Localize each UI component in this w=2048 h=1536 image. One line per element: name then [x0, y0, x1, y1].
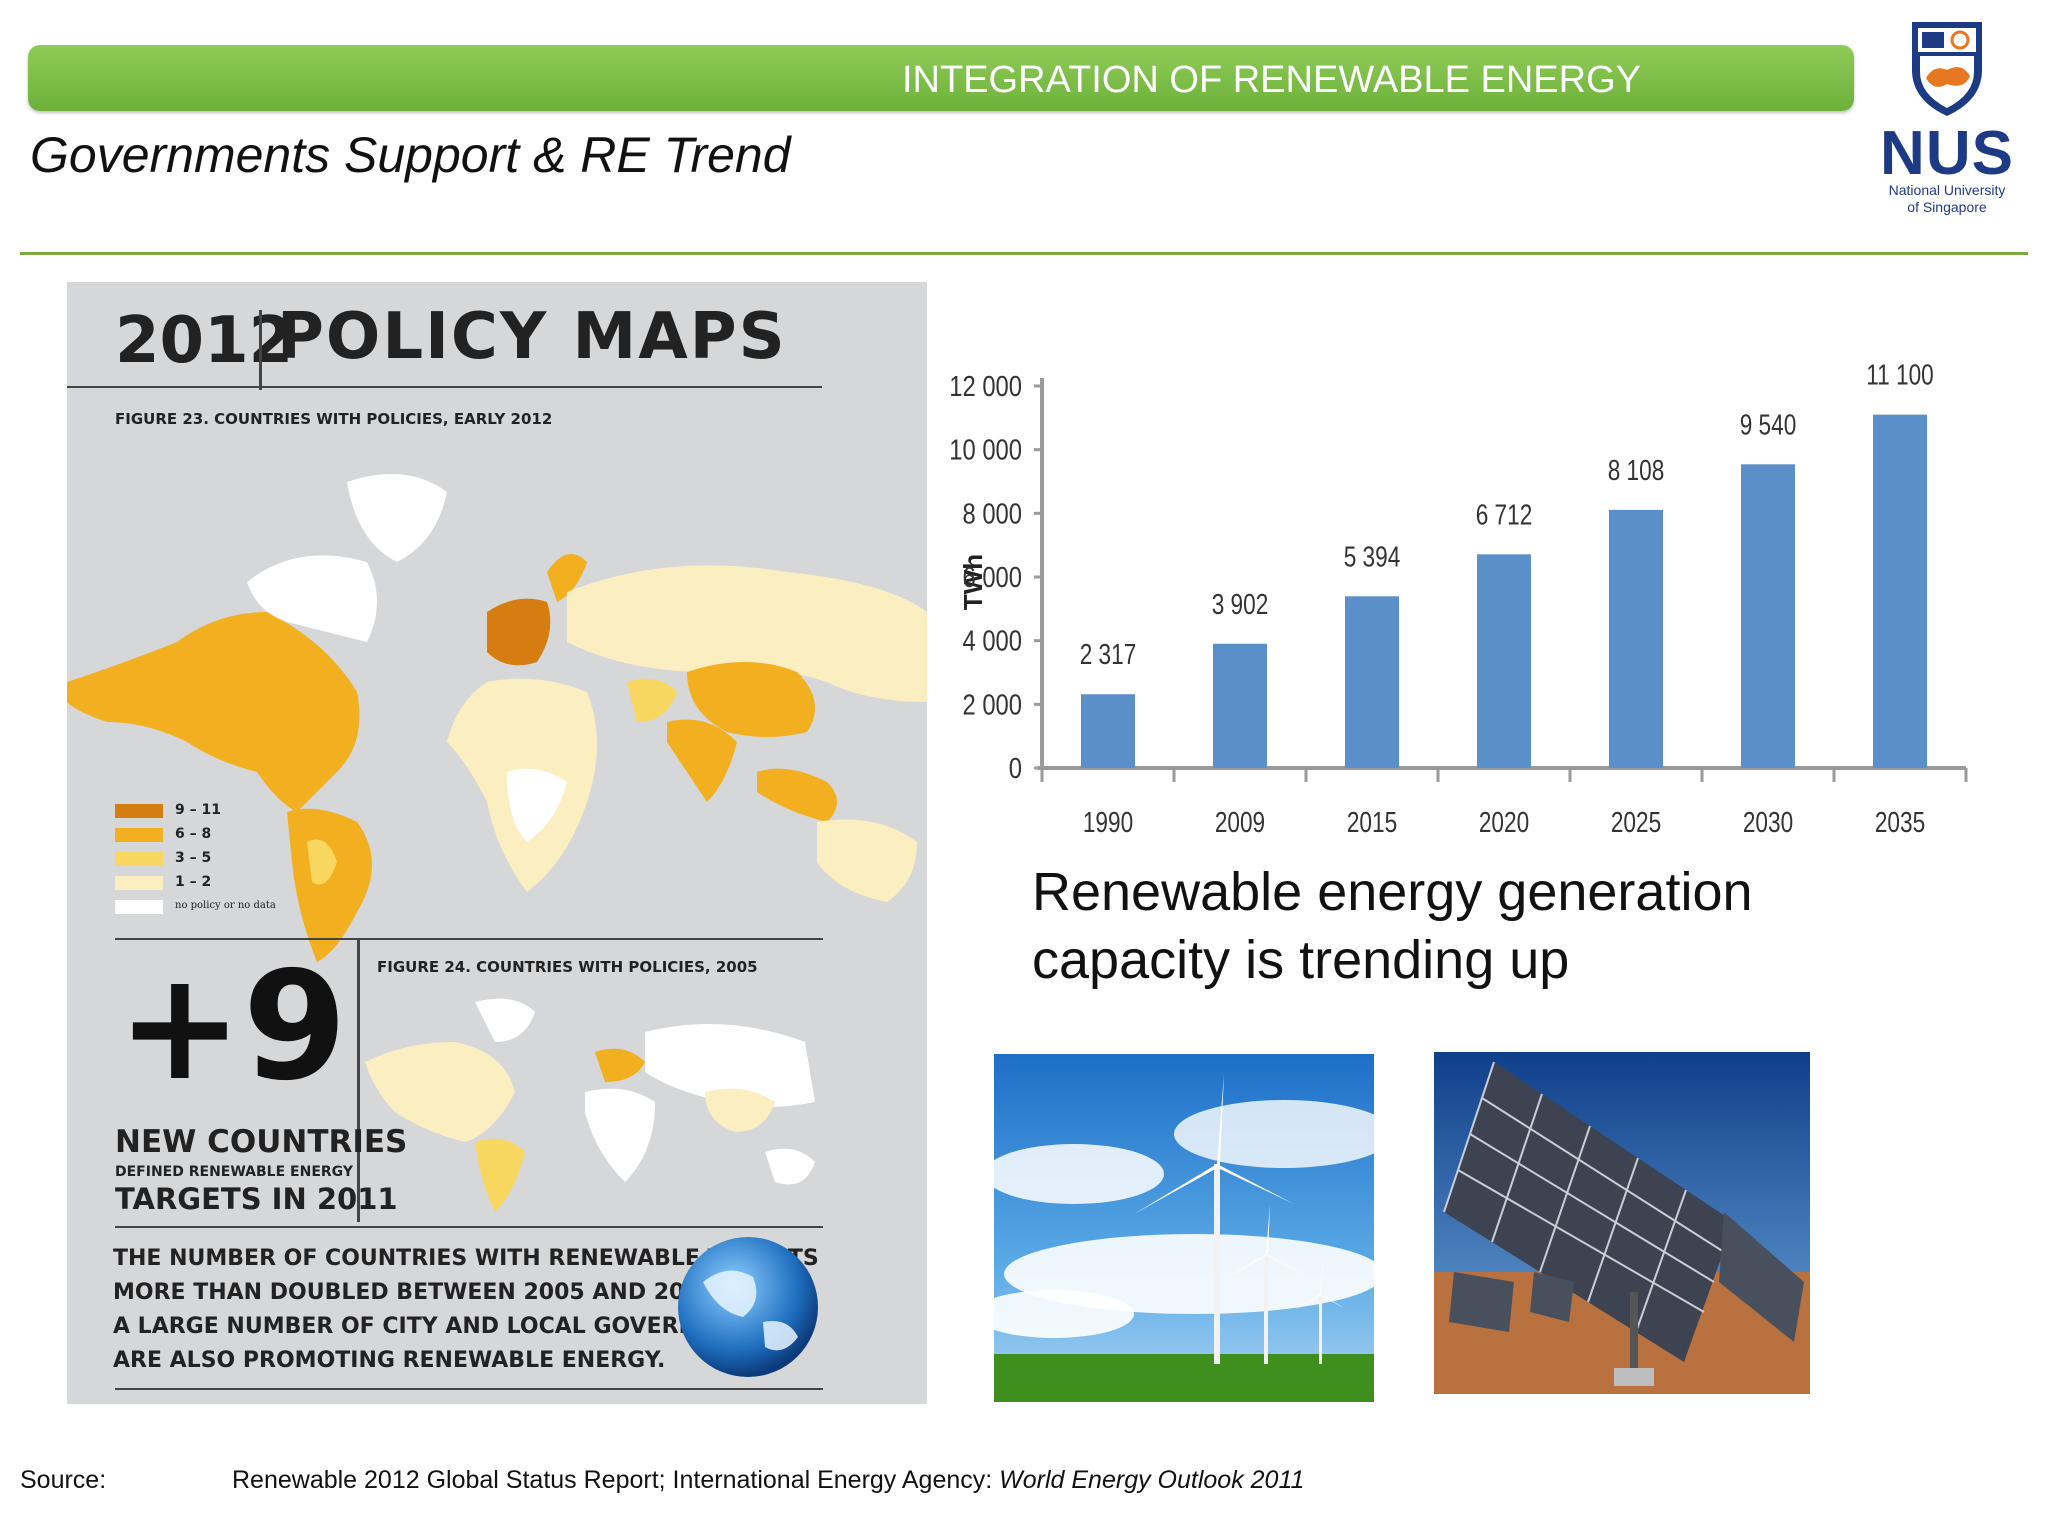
legend-label: no policy or no data — [175, 900, 276, 911]
header-banner: INTEGRATION OF RENEWABLE ENERGY — [28, 45, 1854, 111]
bar — [1081, 694, 1135, 768]
chart-caption: Renewable energy generation capacity is … — [1032, 862, 1753, 990]
x-tick-label: 2025 — [1611, 805, 1661, 838]
legend-label: 9 – 11 — [175, 802, 221, 818]
x-tick-label: 2035 — [1875, 805, 1925, 838]
section-divider-top — [115, 938, 823, 940]
y-tick-label: 0 — [1009, 752, 1022, 785]
title-divider — [259, 310, 262, 390]
y-tick-label: 6 000 — [963, 561, 1022, 594]
world-map-2005 — [365, 998, 815, 1212]
big-number: +9 — [117, 940, 348, 1114]
bar-value-label: 11 100 — [1866, 358, 1933, 391]
y-tick-label: 10 000 — [949, 433, 1022, 466]
bar — [1345, 596, 1399, 768]
infographic-title: POLICY MAPS — [277, 300, 787, 374]
bar-value-label: 3 902 — [1212, 587, 1269, 620]
figure23-label: FIGURE 23. COUNTRIES WITH POLICIES, EARL… — [115, 410, 553, 428]
bar-value-label: 8 108 — [1608, 453, 1665, 486]
legend-swatch — [115, 804, 163, 818]
world-map-2012 — [67, 474, 927, 962]
y-tick-label: 12 000 — [949, 370, 1022, 403]
bottom-rule — [115, 1388, 823, 1390]
x-tick-label: 2009 — [1215, 805, 1265, 838]
y-tick-label: 4 000 — [963, 624, 1022, 657]
section-divider-bottom — [115, 1226, 823, 1228]
bar-value-label: 2 317 — [1080, 637, 1137, 670]
header-rule — [20, 252, 2028, 255]
legend-label: 6 – 8 — [175, 826, 212, 842]
logo-line2: of Singapore — [1907, 199, 1987, 215]
bar — [1873, 414, 1927, 768]
x-tick-label: 2020 — [1479, 805, 1529, 838]
legend-label: 3 – 5 — [175, 850, 212, 866]
new-countries-label: NEW COUNTRIES — [115, 1124, 408, 1160]
targets-label: TARGETS IN 2011 — [115, 1182, 398, 1216]
solar-panel-photo — [1434, 1052, 1810, 1394]
defined-label: DEFINED RENEWABLE ENERGY — [115, 1164, 353, 1180]
slide-subtitle: Governments Support & RE Trend — [30, 127, 791, 183]
wind-turbine-image — [994, 1054, 1374, 1402]
logo-line1: National University — [1888, 182, 2006, 198]
legend-swatch — [115, 828, 163, 842]
infographic-year: 2012 — [115, 304, 294, 378]
renewable-generation-chart: TWh 0 2 000 4 000 6 000 8 000 10 000 12 000 2 3… — [949, 358, 1968, 839]
y-tick-label: 8 000 — [963, 497, 1022, 530]
solar-panel-image — [1434, 1052, 1810, 1394]
figure24-label: FIGURE 24. COUNTRIES WITH POLICIES, 2005 — [377, 958, 758, 976]
x-tick-label: 1990 — [1083, 805, 1133, 838]
bar-value-label: 6 712 — [1476, 498, 1533, 531]
wind-turbine-photo — [994, 1054, 1374, 1402]
bar — [1213, 643, 1267, 768]
legend-label: 1 – 2 — [175, 874, 212, 890]
body-line: A LARGE NUMBER OF CITY AND LOCAL GOVERNM… — [113, 1314, 784, 1339]
bar-value-label: 5 394 — [1344, 540, 1401, 573]
legend-swatch — [115, 876, 163, 890]
policy-maps-infographic: 2012 POLICY MAPS FIGURE 23. COUNTRIES WI… — [67, 282, 927, 1404]
bar — [1741, 464, 1795, 768]
section-divider-vertical — [357, 940, 360, 1222]
bar — [1609, 509, 1663, 768]
legend-swatch — [115, 900, 163, 914]
logo-wordmark: NUS — [1880, 119, 2014, 188]
legend-swatch — [115, 852, 163, 866]
y-tick-label: 2 000 — [963, 688, 1022, 721]
source-text: Renewable 2012 Global Status Report; Int… — [232, 1466, 1304, 1495]
title-underline — [67, 386, 822, 388]
bar-value-label: 9 540 — [1740, 408, 1797, 441]
nus-logo: NUS National University of Singapore — [1872, 18, 2022, 228]
globe-icon — [678, 1237, 818, 1377]
source-label: Source: — [20, 1466, 107, 1494]
banner-title: INTEGRATION OF RENEWABLE ENERGY — [902, 59, 1641, 101]
x-tick-label: 2015 — [1347, 805, 1397, 838]
body-line: MORE THAN DOUBLED BETWEEN 2005 AND 2012. — [113, 1280, 724, 1305]
x-tick-label: 2030 — [1743, 805, 1793, 838]
source-reference-italic: World Energy Outlook 2011 — [999, 1466, 1305, 1494]
nus-crest-icon — [1912, 22, 1982, 116]
bar — [1477, 554, 1531, 768]
body-line: ARE ALSO PROMOTING RENEWABLE ENERGY. — [113, 1348, 666, 1373]
y-axis-title: TWh — [958, 554, 988, 610]
source-reference: Renewable 2012 Global Status Report; Int… — [232, 1466, 1000, 1494]
